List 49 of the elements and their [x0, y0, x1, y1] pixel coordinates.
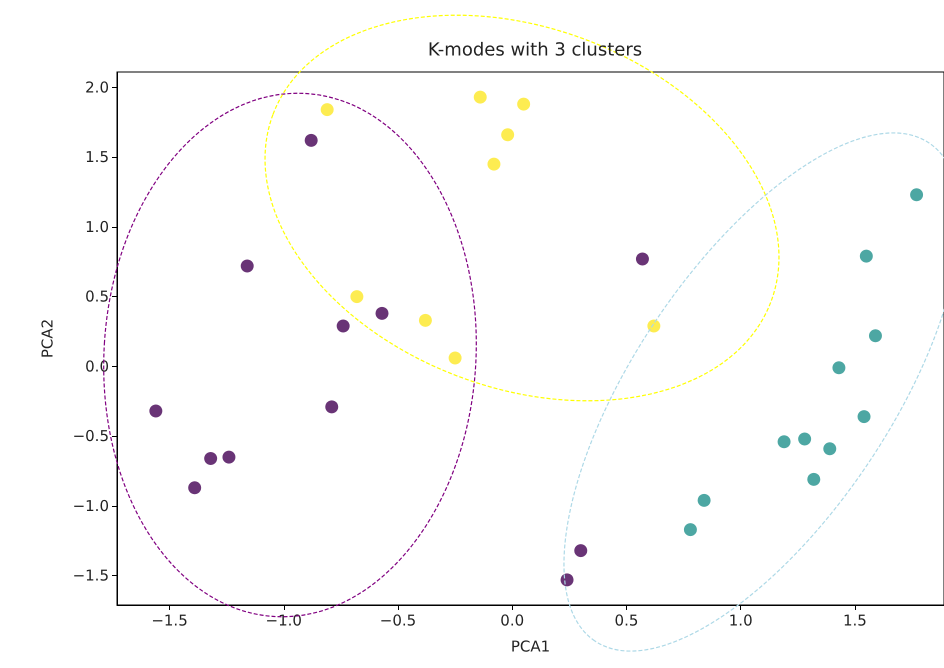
- point: [823, 442, 836, 456]
- point: [868, 329, 882, 342]
- point: [517, 98, 530, 111]
- point: [304, 134, 318, 147]
- point: [188, 481, 202, 494]
- point: [798, 432, 812, 446]
- y-axis-title: PCA2: [38, 318, 56, 358]
- x-tick-label: 0.5: [614, 612, 638, 630]
- point: [832, 361, 846, 374]
- point: [698, 494, 711, 507]
- point: [474, 90, 487, 104]
- y-tick-label: 0.5: [85, 288, 109, 306]
- x-axis-title: PCA1: [510, 638, 550, 656]
- x-tick-label: 1.0: [728, 612, 753, 630]
- x-tick-label: −1.5: [151, 612, 188, 630]
- y-tick-label: −0.5: [72, 427, 109, 446]
- point: [684, 523, 697, 536]
- point: [860, 250, 873, 263]
- x-tick-label: −1.0: [266, 612, 302, 630]
- y-tick-label: 1.5: [85, 148, 109, 166]
- point: [336, 319, 350, 332]
- y-tick-label: 1.0: [85, 218, 109, 236]
- point: [501, 128, 514, 142]
- point: [807, 472, 820, 486]
- y-tick-label: −1.5: [72, 566, 109, 585]
- x-tick-label: −0.5: [380, 612, 416, 630]
- y-tick-label: 2.0: [85, 78, 109, 96]
- point: [910, 188, 924, 202]
- point: [320, 103, 334, 116]
- y-tick-label: −1.0: [72, 496, 109, 515]
- point: [240, 259, 254, 272]
- point: [487, 158, 500, 171]
- point: [325, 400, 338, 414]
- point: [636, 252, 649, 266]
- y-tick-label: 0.0: [85, 357, 109, 376]
- point: [376, 306, 389, 320]
- point: [222, 450, 236, 464]
- point: [858, 410, 871, 424]
- x-tick-label: 1.5: [842, 612, 867, 630]
- point: [418, 314, 432, 327]
- x-tick-label: 0.0: [500, 612, 524, 630]
- point: [778, 435, 791, 448]
- point: [448, 352, 462, 365]
- point: [574, 544, 588, 558]
- point: [149, 404, 162, 418]
- point: [204, 452, 218, 465]
- point: [350, 290, 364, 304]
- point: [560, 573, 574, 586]
- point: [647, 319, 660, 332]
